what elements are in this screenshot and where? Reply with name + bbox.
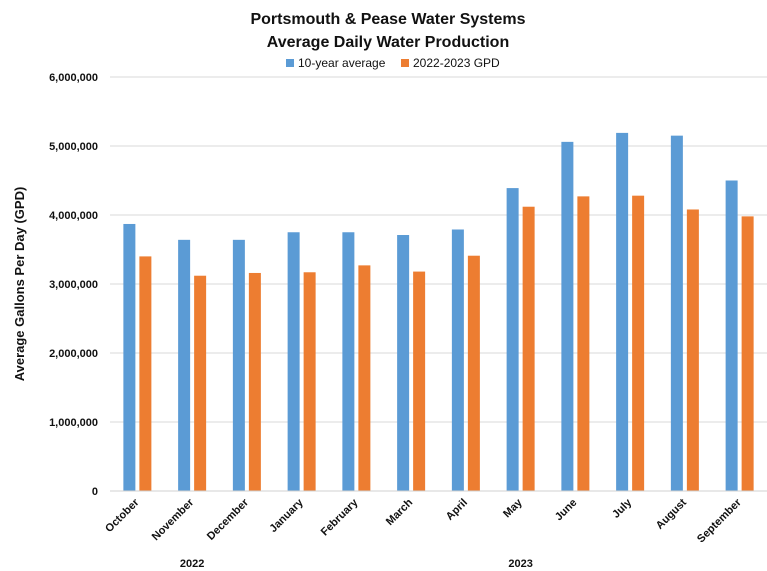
x-tick-label-march: March xyxy=(384,496,416,528)
chart-title-line-1: Portsmouth & Pease Water Systems xyxy=(250,11,525,28)
legend-swatch-10-year-average xyxy=(286,59,294,67)
bar-10-year-average-december xyxy=(232,239,245,491)
bar-10-year-average-june xyxy=(561,141,574,492)
bar-2022-2023-gpd-march xyxy=(413,271,426,491)
x-tick-label-july: July xyxy=(610,496,635,521)
bar-2022-2023-gpd-october xyxy=(139,256,152,491)
bar-10-year-average-august xyxy=(670,135,683,491)
y-tick-label-5000000: 5,000,000 xyxy=(49,141,98,153)
legend-label-2022-2023-gpd: 2022-2023 GPD xyxy=(413,56,500,70)
bar-10-year-average-january xyxy=(287,232,300,491)
x-tick-label-august: August xyxy=(654,496,690,532)
y-axis-label: Average Gallons Per Day (GPD) xyxy=(12,187,27,382)
y-tick-label-2000000: 2,000,000 xyxy=(49,348,98,360)
bar-2022-2023-gpd-september xyxy=(741,216,754,491)
x-tick-label-may: May xyxy=(501,496,525,520)
legend: 10-year average 2022-2023 GPD xyxy=(286,56,500,70)
year-labels: 2022 2023 xyxy=(180,558,533,570)
bar-2022-2023-gpd-april xyxy=(467,255,480,491)
bar-2022-2023-gpd-june xyxy=(577,196,590,491)
y-tick-label-3000000: 3,000,000 xyxy=(49,279,98,291)
y-tick-label-1000000: 1,000,000 xyxy=(49,417,98,429)
y-axis-ticks: 0 1,000,000 2,000,000 3,000,000 4,000,000 5,0… xyxy=(49,72,98,498)
bar-10-year-average-july xyxy=(616,132,629,491)
bar-2022-2023-gpd-may xyxy=(522,206,535,491)
x-tick-label-january: January xyxy=(267,496,306,535)
bar-2022-2023-gpd-february xyxy=(358,265,371,491)
bar-10-year-average-november xyxy=(178,239,191,491)
bar-10-year-average-september xyxy=(725,180,738,491)
x-axis-ticks: October November December January February Ma… xyxy=(103,496,744,545)
x-tick-label-november: November xyxy=(150,496,197,543)
bar-2022-2023-gpd-november xyxy=(194,275,207,491)
legend-swatch-2022-2023-gpd xyxy=(401,59,409,67)
bar-10-year-average-october xyxy=(123,223,136,491)
bar-10-year-average-may xyxy=(506,188,519,491)
y-tick-label-4000000: 4,000,000 xyxy=(49,210,98,222)
x-tick-label-april: April xyxy=(444,497,470,523)
y-tick-label-0: 0 xyxy=(92,486,98,498)
bars xyxy=(123,132,754,492)
bar-2022-2023-gpd-december xyxy=(248,272,261,491)
x-tick-label-december: December xyxy=(205,496,252,543)
bar-10-year-average-march xyxy=(397,235,410,491)
gridlines xyxy=(110,76,767,423)
legend-label-10-year-average: 10-year average xyxy=(298,56,386,70)
year-label-2022: 2022 xyxy=(180,558,204,570)
year-label-2023: 2023 xyxy=(508,558,532,570)
bar-10-year-average-february xyxy=(342,232,355,491)
x-tick-label-june: June xyxy=(553,497,580,524)
x-tick-label-february: February xyxy=(319,496,361,538)
x-tick-label-october: October xyxy=(103,496,142,535)
y-tick-label-6000000: 6,000,000 xyxy=(49,72,98,84)
chart-title-line-2: Average Daily Water Production xyxy=(267,34,509,51)
bar-2022-2023-gpd-january xyxy=(303,272,316,491)
bar-10-year-average-april xyxy=(451,229,464,492)
bar-2022-2023-gpd-july xyxy=(632,195,645,491)
bar-2022-2023-gpd-august xyxy=(686,209,699,492)
x-tick-label-september: September xyxy=(695,496,744,545)
